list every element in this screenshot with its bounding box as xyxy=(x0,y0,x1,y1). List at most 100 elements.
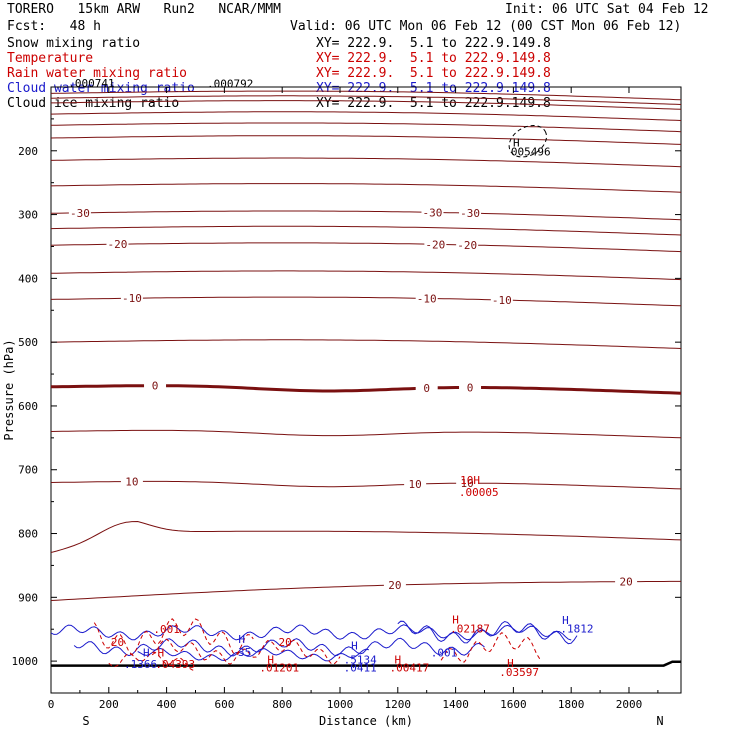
y-tick-label: 1000 xyxy=(12,655,39,668)
contour-annotation: .000792 xyxy=(207,78,253,91)
isotherm-line xyxy=(51,339,681,349)
contour-annotation: 10H xyxy=(460,474,480,487)
contour-annotation: H xyxy=(238,633,245,646)
x-tick-label: 1800 xyxy=(558,698,585,711)
isotherm-label-bg xyxy=(490,293,513,307)
isotherm-label: -30 xyxy=(423,206,443,219)
forecast-hour: Fcst: 48 h xyxy=(7,19,101,34)
isotherm-line xyxy=(51,520,681,553)
rain-water-contour xyxy=(108,651,196,671)
x-axis-title: Distance (km) xyxy=(319,714,413,728)
legend-rain-label: Rain water mixing ratio xyxy=(7,66,188,81)
isotherm-line xyxy=(51,480,681,490)
isotherm-line xyxy=(51,100,681,110)
legend-snow-label: Snow mixing ratio xyxy=(7,36,141,51)
y-tick-label: 500 xyxy=(18,336,38,349)
isotherm-line xyxy=(51,580,681,601)
isotherm-label-bg xyxy=(424,237,447,251)
x-axis-left-end-label: S xyxy=(82,714,89,728)
isotherm-line xyxy=(51,296,681,307)
x-tick-label: 1600 xyxy=(500,698,527,711)
x-tick-label: 400 xyxy=(157,698,177,711)
x-tick-label: 0 xyxy=(48,698,55,711)
isotherm-line xyxy=(51,90,681,101)
isotherm-label-bg xyxy=(415,291,438,305)
contour-annotation: H xyxy=(513,136,520,149)
cloud-water-contour xyxy=(397,620,578,645)
contour-annotation: .00005 xyxy=(459,486,499,499)
legend-rain-xy: XY= 222.9. 5.1 to 222.9.149.8 xyxy=(316,66,551,81)
contour-annotation: .5134 xyxy=(344,654,377,667)
contour-annotation: H xyxy=(507,657,514,670)
x-tick-label: 1200 xyxy=(385,698,412,711)
contour-annotation: H xyxy=(158,647,165,660)
contour-annotation: .1366 xyxy=(124,658,157,671)
contour-annotation: .03597 xyxy=(499,666,539,679)
contour-annotation: .01201 xyxy=(259,661,299,674)
isotherm-label-bg xyxy=(459,206,482,220)
legend-cloudice-label: Cloud ice mixing ratio xyxy=(7,96,180,111)
isotherm-label: 0 xyxy=(152,380,159,393)
contour-annotation: H xyxy=(452,613,459,626)
isotherm-label-bg xyxy=(404,477,427,491)
y-tick-label: 200 xyxy=(18,145,38,158)
contour-annotation: .1812 xyxy=(560,622,593,635)
y-tick-label: 700 xyxy=(18,464,38,477)
cloud-water-contour xyxy=(137,647,369,662)
surface-terrain-line xyxy=(51,660,681,667)
contour-annotation: H xyxy=(394,654,401,667)
contour-annotation: .02187 xyxy=(450,622,490,635)
isotherm-label: -10 xyxy=(122,292,142,305)
isotherm-line xyxy=(51,242,681,253)
isotherm-line xyxy=(51,270,681,281)
contour-annotation: 20 xyxy=(111,636,124,649)
contour-annotation: H xyxy=(143,647,150,660)
isotherm-label-bg xyxy=(459,380,482,394)
rain-water-contour xyxy=(93,618,254,656)
isotherm-label: 10 xyxy=(409,478,422,491)
isotherm-line xyxy=(51,157,681,168)
isotherm-line xyxy=(51,429,681,439)
contour-annotation: H xyxy=(267,654,274,667)
model-title: TORERO 15km ARW Run2 NCAR/MMM xyxy=(7,2,281,17)
isotherm-label: 10 xyxy=(125,475,138,488)
contour-annotation: H xyxy=(351,640,358,653)
contour-annotation: 20 xyxy=(278,636,291,649)
legend-snow-xy: XY= 222.9. 5.1 to 222.9.149.8 xyxy=(316,36,551,51)
isotherm-label-bg xyxy=(106,237,129,251)
x-tick-label: 1400 xyxy=(442,698,469,711)
isotherm-label: -10 xyxy=(417,292,437,305)
isotherm-label-bg xyxy=(456,476,479,490)
isotherm-label-bg xyxy=(144,378,167,392)
contour-annotation: .00417 xyxy=(389,661,429,674)
x-tick-label: 600 xyxy=(214,698,234,711)
isotherm-label-bg xyxy=(456,237,479,251)
isotherm-line xyxy=(51,111,681,121)
y-axis-title: Pressure (hPa) xyxy=(2,339,16,440)
contour-annotation: .04393 xyxy=(155,658,195,671)
contour-annotation: 005496 xyxy=(511,145,551,158)
cloud-water-contour xyxy=(73,637,485,657)
isotherm-line xyxy=(51,122,681,133)
legend-temperature-xy: XY= 222.9. 5.1 to 222.9.149.8 xyxy=(316,51,551,66)
x-tick-label: 200 xyxy=(99,698,119,711)
isotherm-line xyxy=(51,135,681,145)
isotherm-label: 10 xyxy=(461,477,474,490)
y-tick-label: 800 xyxy=(18,528,38,541)
isotherm-label: -30 xyxy=(460,207,480,220)
isotherm-label: -10 xyxy=(492,294,512,307)
legend-temperature-label: Temperature xyxy=(7,51,94,66)
cloud-water-contour xyxy=(51,624,572,641)
contour-annotation: .0411 xyxy=(344,661,377,674)
isotherm-label-bg xyxy=(68,205,91,219)
init-time: Init: 06 UTC Sat 04 Feb 12 xyxy=(505,2,709,17)
cloud-ice-contour xyxy=(508,125,548,158)
contour-annotation: .001 xyxy=(153,623,180,636)
isotherm-label: 20 xyxy=(388,579,401,592)
x-tick-label: 1000 xyxy=(327,698,354,711)
y-tick-label: 600 xyxy=(18,400,38,413)
isotherm-line xyxy=(51,225,681,236)
isotherm-label: -20 xyxy=(457,239,477,252)
isotherm-label: -20 xyxy=(108,238,128,251)
